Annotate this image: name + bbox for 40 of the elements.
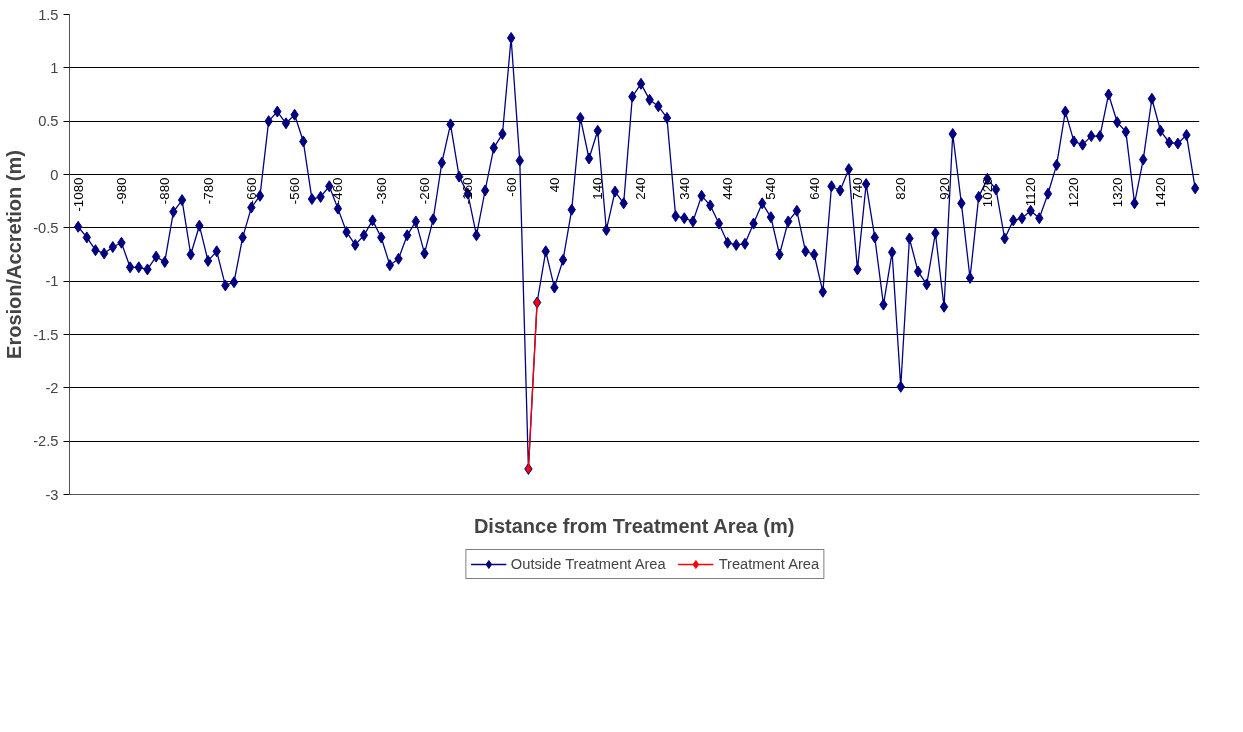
x-tick-label: 1120 (1023, 177, 1039, 207)
x-tick-label: -560 (287, 177, 303, 205)
x-tick-label: -660 (243, 177, 259, 205)
legend-label: Treatment Area (718, 556, 820, 572)
x-tick-label: -160 (460, 177, 476, 205)
y-tick-label: -1.5 (33, 326, 59, 343)
y-tick-label: -1 (45, 273, 59, 290)
x-tick-label: 1320 (1109, 177, 1125, 208)
x-tick-label: 740 (849, 177, 865, 200)
x-tick-label: -1080 (70, 177, 86, 212)
y-tick-label: 1 (50, 59, 59, 76)
y-tick-label: -0.5 (33, 219, 59, 236)
x-tick-label: -260 (417, 177, 433, 205)
x-tick-label: -460 (330, 177, 346, 205)
x-tick-label: 240 (633, 177, 649, 200)
x-tick-label: 920 (936, 177, 952, 200)
x-tick-label: -780 (200, 177, 216, 205)
x-tick-label: -980 (113, 177, 129, 205)
y-tick-label: -2 (45, 379, 59, 396)
x-tick-label: 340 (676, 177, 692, 200)
y-tick-label: -3 (45, 486, 59, 503)
x-tick-label: 140 (590, 177, 606, 200)
x-tick-label: 820 (893, 177, 909, 200)
x-tick-label: 640 (806, 177, 822, 200)
x-tick-label: 1020 (979, 177, 995, 208)
y-tick-label: 1.5 (38, 6, 59, 23)
y-tick-label: 0.5 (38, 113, 59, 130)
x-axis-title: Distance from Treatment Area (m) (473, 514, 795, 537)
x-tick-label: -60 (503, 177, 519, 197)
x-tick-label: 1420 (1153, 177, 1169, 208)
y-tick-label: 0 (50, 166, 59, 183)
x-tick-label: -360 (373, 177, 389, 205)
y-tick-label: -2.5 (33, 433, 59, 450)
y-axis-title: Erosion/Accretion (m) (3, 150, 26, 359)
x-tick-label: 1220 (1066, 177, 1082, 208)
x-tick-label: 440 (720, 177, 736, 200)
legend-label: Outside Treatment Area (510, 556, 666, 572)
x-tick-label: 40 (546, 177, 562, 193)
x-tick-label: 540 (763, 177, 779, 200)
x-tick-label: -880 (157, 177, 173, 205)
